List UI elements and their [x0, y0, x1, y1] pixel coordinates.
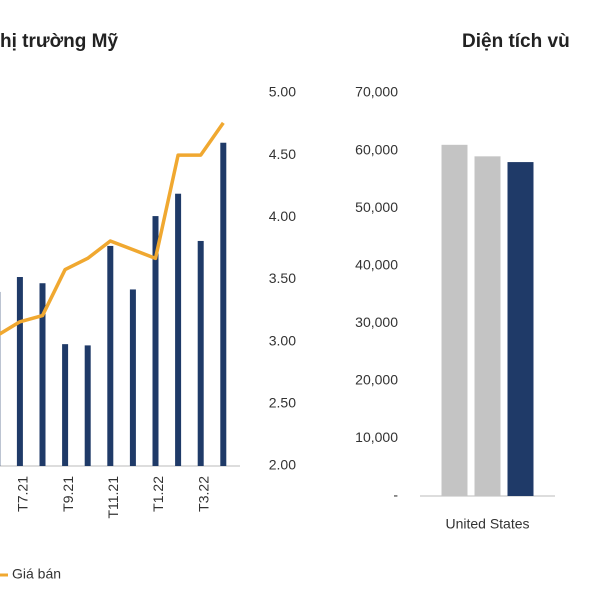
bar [197, 240, 204, 466]
bar [474, 156, 501, 497]
x-tick-label: T11.21 [105, 476, 121, 519]
bar [220, 142, 227, 466]
x-tick-label: T3.22 [195, 476, 211, 512]
y-tick-label: 20,000 [355, 372, 398, 388]
y-tick-label: 40,000 [355, 256, 398, 272]
bar [129, 289, 136, 466]
bar [152, 216, 159, 466]
bar [16, 277, 23, 466]
legend-label: Giá bán [12, 566, 61, 582]
y-tick-label: 60,000 [355, 141, 398, 157]
bar [107, 245, 114, 466]
y-tick-label: 50,000 [355, 199, 398, 215]
bar [84, 345, 91, 466]
y-tick-label: 70,000 [355, 84, 398, 100]
chart-title: hị trường Mỹ [0, 31, 118, 52]
y-tick-label: 2.00 [269, 457, 296, 473]
y-tick-label: 4.00 [269, 208, 296, 224]
y-tick-label: 2.50 [269, 395, 296, 411]
chart-title: Diện tích vù [462, 31, 570, 52]
y-tick-label: 3.00 [269, 332, 296, 348]
line [0, 121, 225, 336]
x-tick-label: T1.22 [150, 476, 166, 512]
bar [507, 162, 534, 497]
bar [175, 193, 182, 466]
x-tick-label: United States [445, 516, 529, 532]
bar [441, 144, 468, 497]
y-tick-label: 5.00 [269, 84, 296, 100]
y-tick-label: - [393, 487, 398, 503]
bar [39, 283, 46, 466]
x-tick-label: T9.21 [60, 476, 76, 512]
y-tick-label: 30,000 [355, 314, 398, 330]
bar [62, 344, 69, 466]
x-tick-label: T7.21 [15, 476, 31, 512]
y-tick-label: 4.50 [269, 146, 296, 162]
y-tick-label: 10,000 [355, 429, 398, 445]
y-tick-label: 3.50 [269, 270, 296, 286]
